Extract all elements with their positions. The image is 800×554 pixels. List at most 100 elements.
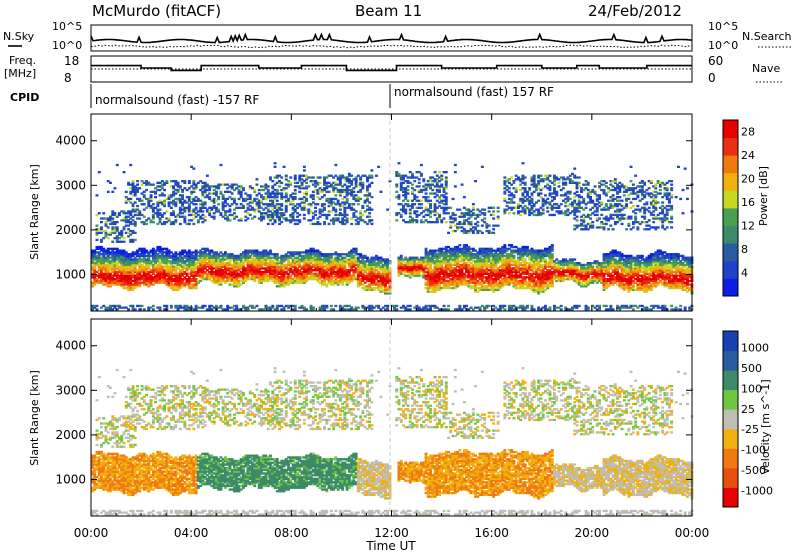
power-cell <box>201 192 205 195</box>
power-cell <box>118 249 121 252</box>
power-cell <box>205 249 209 252</box>
power-cell <box>160 278 164 281</box>
power-cell <box>142 190 146 193</box>
power-cell <box>151 260 155 263</box>
power-cell <box>311 306 315 309</box>
power-cell <box>172 213 175 217</box>
power-cell <box>167 196 171 199</box>
power-cell <box>217 197 221 201</box>
power-cell <box>230 272 234 275</box>
power-cell <box>246 254 250 258</box>
power-cell <box>253 249 257 252</box>
power-cell <box>145 274 148 277</box>
power-cell <box>257 269 261 272</box>
power-cell <box>156 201 160 204</box>
station-title: McMurdo (fitACF) <box>92 2 221 20</box>
power-cell <box>142 181 146 184</box>
power-cell <box>120 240 124 243</box>
power-cell <box>120 256 124 259</box>
power-cell <box>147 279 151 283</box>
power-cell <box>145 206 148 209</box>
power-cell <box>205 308 209 311</box>
power-cell <box>210 258 214 261</box>
power-cell <box>181 190 184 193</box>
power-cell <box>239 263 243 267</box>
power-cell <box>104 233 108 236</box>
power-cell <box>102 212 106 215</box>
power-cell <box>129 192 133 195</box>
power-cell <box>109 281 112 284</box>
power-cell <box>174 254 178 258</box>
power-cell <box>147 254 151 258</box>
power-cell <box>174 262 178 265</box>
power-cell <box>167 254 171 258</box>
power-cell <box>118 237 121 240</box>
power-cell <box>165 272 169 275</box>
power-cell <box>154 258 157 261</box>
power-cell <box>201 185 205 188</box>
power-cell <box>167 204 171 208</box>
power-cell <box>136 276 139 279</box>
power-cell <box>149 283 153 286</box>
power-cell <box>147 256 151 259</box>
power-cell <box>237 185 241 188</box>
power-cell <box>145 272 148 275</box>
power-cell <box>109 274 112 277</box>
power-cell <box>145 269 148 272</box>
power-cell <box>124 224 128 227</box>
power-cell <box>127 278 130 281</box>
power-cell <box>165 265 169 268</box>
power-cell <box>212 270 216 274</box>
power-cell <box>246 274 250 277</box>
power-cell <box>147 183 151 186</box>
power-cell <box>253 262 257 265</box>
power-cell <box>248 272 252 275</box>
power-cell <box>109 278 112 281</box>
power-cell <box>208 197 212 201</box>
power-cell <box>438 171 441 174</box>
power-cell <box>91 304 94 308</box>
power-cell <box>239 203 243 206</box>
power-cell <box>142 283 146 286</box>
power-cell <box>163 281 166 284</box>
power-cell <box>93 258 97 261</box>
power-cell <box>190 279 194 283</box>
power-cell <box>145 267 148 270</box>
power-cell <box>158 194 162 197</box>
power-cell <box>104 283 108 286</box>
power-cell <box>158 251 162 254</box>
power-cell <box>226 276 230 279</box>
power-cell <box>235 281 239 284</box>
power-cell <box>235 258 239 261</box>
power-cell <box>136 304 139 308</box>
power-cell <box>244 306 248 309</box>
power-cell <box>228 283 232 286</box>
power-cell <box>113 254 117 258</box>
power-cell <box>133 210 137 213</box>
power-cell <box>318 181 322 184</box>
power-cell <box>129 283 133 286</box>
power-cell <box>147 217 151 220</box>
power-cell <box>176 288 180 291</box>
power-cell <box>122 260 126 263</box>
power-cell <box>201 194 205 197</box>
power-cell <box>127 270 130 274</box>
power-cell <box>395 219 399 222</box>
power-cell <box>181 201 184 204</box>
power-cell <box>476 221 480 224</box>
power-cell <box>251 263 254 267</box>
power-cell <box>151 267 155 270</box>
power-cell <box>397 194 401 197</box>
power-cell <box>190 213 194 217</box>
power-cell <box>118 262 121 265</box>
power-cell <box>158 272 162 275</box>
power-cell <box>113 222 117 226</box>
power-cell <box>181 283 184 286</box>
power-cell <box>158 308 162 311</box>
power-cell <box>237 283 241 286</box>
power-cell <box>178 185 182 188</box>
power-cell <box>235 304 239 308</box>
power-cell <box>269 176 272 179</box>
power-cell <box>224 272 227 275</box>
power-cell <box>219 281 223 284</box>
